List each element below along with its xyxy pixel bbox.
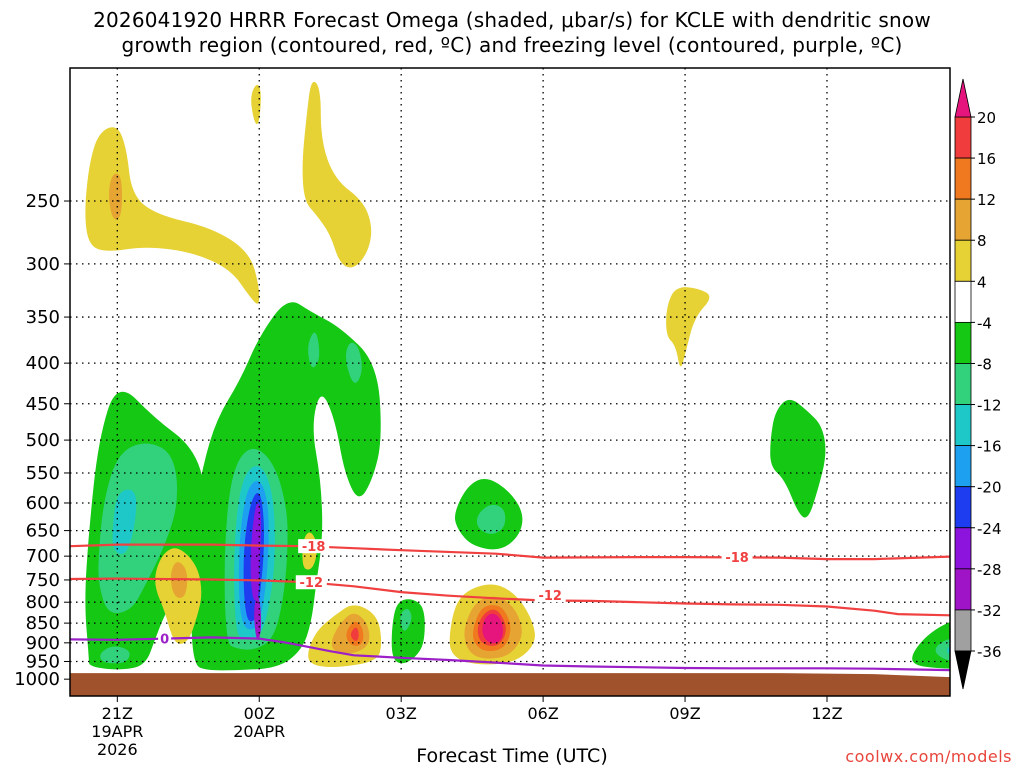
chart-title-line-2: growth region (contoured, red, ºC) and f…	[121, 33, 903, 57]
omega-upward-04z-cell-inner	[476, 504, 506, 534]
colorbar-label: -4	[977, 314, 992, 332]
contour-label-bg	[295, 575, 327, 590]
colorbar-label: -32	[977, 602, 1002, 620]
xtick-label: 06Z	[527, 704, 558, 723]
omega-upward-00z-aloft-2	[308, 332, 320, 368]
contour-label: 0	[160, 633, 169, 648]
contour-labels: -18 -18 -12 -12 0	[158, 539, 753, 648]
contour-label-bg	[721, 550, 753, 565]
colorbar-label: 8	[977, 232, 987, 250]
ytick-label: 500	[26, 430, 60, 451]
ytick-label: 750	[26, 570, 60, 591]
xtick-label: 00Z	[244, 704, 275, 723]
contour-freezing-level	[70, 636, 950, 672]
credit-watermark[interactable]: coolwx.com/models	[845, 747, 1012, 766]
omega-upward-13z-cell	[912, 622, 950, 669]
xtick-date: 19APR	[91, 722, 143, 741]
ground-surface	[70, 673, 950, 696]
omega-upward-03z-cell	[391, 599, 425, 664]
omega-downward-21z-upper-8	[109, 173, 122, 220]
colorbar-label: 12	[977, 191, 996, 209]
colorbar-label: -12	[977, 397, 1002, 415]
omega-upward-21z-inner	[112, 489, 137, 554]
colorbar-swatch	[954, 321, 972, 364]
ytick-label: 300	[26, 254, 60, 275]
omega-shading	[85, 81, 950, 671]
omega-downward-09z	[666, 287, 710, 367]
xtick-label: 12Z	[811, 704, 842, 723]
omega-downward-05z-20	[482, 613, 503, 644]
plot-frame	[69, 67, 951, 697]
colorbar-swatch	[954, 609, 972, 652]
colorbar-label: -8	[977, 355, 992, 373]
omega-upward-21z-core	[98, 443, 178, 614]
ground-layer	[70, 673, 950, 696]
omega-upward-00z-aloft	[345, 342, 362, 383]
ytick-label: 850	[26, 613, 60, 634]
omega-upward-13z-cell-inner	[935, 638, 950, 661]
xtick-label: 03Z	[386, 704, 417, 723]
contour-label: -18	[302, 540, 326, 555]
omega-upward-00z-28	[254, 596, 262, 641]
ytick-label: 1000	[14, 669, 60, 690]
contour-label: -12	[300, 576, 324, 591]
colorbar-swatch	[954, 568, 972, 611]
colorbar-swatch	[954, 404, 972, 447]
colorbar-top-arrow	[954, 78, 972, 118]
ytick-label: 600	[26, 493, 60, 514]
y-axis: 2503003504004505005506006507007508008509…	[14, 191, 70, 690]
colorbar-label: -36	[977, 643, 1002, 661]
omega-downward-00z-top	[251, 84, 261, 125]
contour-label: -12	[538, 589, 562, 604]
contour-label-bg	[298, 539, 330, 554]
colorbar-swatch	[954, 198, 972, 241]
chart-title-line-1: 2026041920 HRRR Forecast Omega (shaded, …	[93, 8, 931, 32]
xtick-label: 09Z	[669, 704, 700, 723]
colorbar-swatch	[954, 363, 972, 405]
ytick-label: 650	[26, 521, 60, 542]
colorbar-swatch	[954, 527, 972, 570]
contour-dgz-minus18	[70, 543, 950, 561]
ytick-label: 700	[26, 546, 60, 567]
omega-upward-00z-24	[250, 503, 261, 601]
colorbar-label: -24	[977, 520, 1002, 538]
xtick-year: 2026	[97, 740, 138, 759]
colorbar: 20 16 12 8 4 -4 -8 -12 -16 -20 -24 -28 -32 -36	[954, 78, 1002, 690]
omega-upward-08z-cell	[770, 399, 826, 518]
ytick-label: 950	[26, 651, 60, 672]
colorbar-label: -28	[977, 561, 1002, 579]
ytick-label: 550	[26, 463, 60, 484]
contour-label-bg	[158, 631, 172, 646]
xtick-label: 21Z	[102, 704, 133, 723]
ytick-label: 350	[26, 307, 60, 328]
colorbar-label: 16	[977, 150, 996, 168]
colorbar-swatch	[954, 239, 972, 282]
omega-downward-0030z-upper	[302, 81, 372, 268]
colorbar-bottom-arrow	[954, 650, 972, 690]
omega-upward-03z-cell-inner	[400, 609, 412, 631]
colorbar-swatch	[954, 116, 972, 159]
colorbar-swatch	[954, 486, 972, 529]
colorbar-swatch	[954, 280, 972, 323]
omega-downward-02z-16	[350, 627, 359, 641]
omega-upward-21z-sfc	[100, 646, 130, 664]
ytick-label: 400	[26, 353, 60, 374]
colorbar-label: 4	[977, 273, 987, 291]
colorbar-label: 20	[977, 109, 996, 127]
xtick-date: 20APR	[233, 722, 285, 741]
colorbar-swatch	[954, 445, 972, 488]
ytick-label: 900	[26, 633, 60, 654]
contour-label: -18	[725, 551, 749, 566]
ytick-label: 800	[26, 592, 60, 613]
ytick-label: 450	[26, 394, 60, 415]
contour-label-bg	[534, 588, 566, 603]
x-axis-title: Forecast Time (UTC)	[416, 745, 608, 767]
omega-downward-21z-upper	[85, 127, 260, 304]
colorbar-swatch	[954, 157, 972, 200]
ytick-label: 250	[26, 191, 60, 212]
colorbar-label: -16	[977, 438, 1002, 456]
colorbar-label: -20	[977, 479, 1002, 497]
